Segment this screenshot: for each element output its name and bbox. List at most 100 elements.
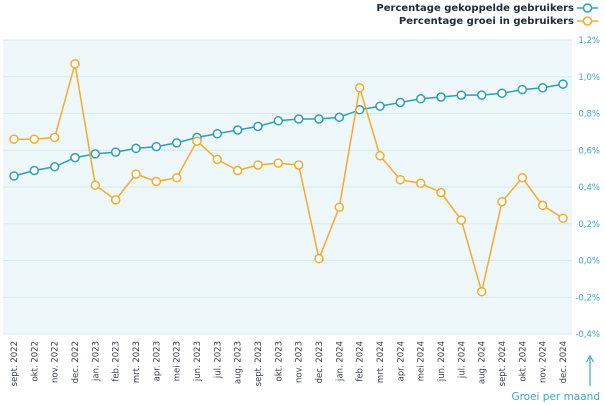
data-point xyxy=(476,90,487,100)
x-tick-label: nov. 2024 xyxy=(539,341,549,383)
x-tick-label: okt. 2022 xyxy=(30,341,40,382)
data-point xyxy=(415,178,426,189)
data-point xyxy=(49,132,60,143)
x-tick-label: jun. 2024 xyxy=(437,341,447,382)
x-tick-label: sept. 2023 xyxy=(254,341,264,386)
y-tick-label: 0,0% xyxy=(578,257,600,267)
legend-swatch-marker xyxy=(582,3,593,13)
data-point xyxy=(375,101,385,111)
y-tick-label: -0,2% xyxy=(575,293,600,303)
data-point xyxy=(517,173,528,183)
data-point xyxy=(273,116,284,126)
legend-label-growth: Percentage groei in gebruikers xyxy=(399,16,574,27)
data-point xyxy=(131,169,141,179)
y-tick-label: 0,6% xyxy=(578,146,600,156)
x-tick-label: feb. 2023 xyxy=(112,341,122,382)
data-point xyxy=(151,176,162,187)
data-point xyxy=(456,215,467,225)
data-point xyxy=(273,158,284,168)
data-point xyxy=(171,173,182,183)
data-point xyxy=(253,160,263,170)
series-line xyxy=(14,63,564,293)
x-tick-label: nov. 2023 xyxy=(295,341,305,383)
x-tick-label: jun. 2023 xyxy=(193,341,203,382)
data-point xyxy=(232,125,243,135)
y-axis-title: Groei per maand xyxy=(511,391,600,403)
y-tick-label: 1,0% xyxy=(578,73,600,83)
data-point xyxy=(395,97,406,108)
data-point xyxy=(232,165,243,176)
data-point xyxy=(29,165,40,176)
data-point xyxy=(90,180,101,190)
legend-item-connected-users: Percentage gekoppelde gebruikers xyxy=(376,3,598,14)
data-point xyxy=(497,196,507,207)
x-tick-label: dec. 2022 xyxy=(71,341,81,383)
data-point xyxy=(151,141,162,152)
legend-swatch-marker xyxy=(582,16,593,26)
x-tick-label: apr. 2023 xyxy=(152,341,162,381)
data-point xyxy=(212,154,223,165)
data-point xyxy=(293,114,304,124)
data-point xyxy=(9,171,19,181)
data-point xyxy=(131,143,141,154)
x-tick-label: mei 2023 xyxy=(173,341,183,381)
data-point xyxy=(171,138,182,148)
data-point xyxy=(293,160,304,170)
x-tick-label: mrt. 2024 xyxy=(376,341,386,383)
data-point xyxy=(537,83,548,93)
x-tick-label: mei 2024 xyxy=(417,341,427,381)
series-line xyxy=(13,83,564,177)
data-point xyxy=(395,174,406,185)
y-tick-label: 0,4% xyxy=(578,183,600,193)
legend: Percentage gekoppelde gebruikers Percent… xyxy=(376,3,598,27)
x-tick-label: jul. 2023 xyxy=(213,341,223,379)
series-0 xyxy=(9,79,568,181)
x-tick-label: feb. 2024 xyxy=(356,341,366,382)
data-point xyxy=(29,134,40,144)
y-tick-label: 0,8% xyxy=(578,110,600,120)
y-tick-label: 1,2% xyxy=(578,36,600,46)
data-point xyxy=(497,88,507,99)
x-tick-label: mrt. 2023 xyxy=(132,341,142,383)
y-tick-label: 0,2% xyxy=(578,220,600,230)
data-point xyxy=(314,114,324,124)
series xyxy=(9,59,568,297)
data-point xyxy=(70,152,80,163)
data-point xyxy=(436,187,446,198)
legend-label-connected-users: Percentage gekoppelde gebruikers xyxy=(376,3,574,14)
x-tick-label: jan. 2024 xyxy=(335,341,345,382)
x-tick-label: aug. 2024 xyxy=(478,341,488,384)
legend-item-growth: Percentage groei in gebruikers xyxy=(399,16,598,27)
data-point xyxy=(476,286,487,297)
x-axis-ticks: sept. 2022 okt. 2022 nov. 2022 dec. 2022 jan… xyxy=(10,341,569,386)
y-axis-ticks: 1,2% 1,0% 0,8% 0,6% 0,4% 0,2% 0,0% -0,2% -0,4% xyxy=(575,36,600,340)
x-tick-label: aug. 2023 xyxy=(234,341,244,384)
data-point xyxy=(49,162,60,172)
y-axis-arrow-icon xyxy=(585,354,595,386)
data-point xyxy=(334,202,345,212)
data-point xyxy=(456,90,467,100)
data-point xyxy=(415,94,426,104)
x-tick-label: apr. 2024 xyxy=(396,341,406,381)
x-tick-label: dec. 2024 xyxy=(559,341,569,383)
x-tick-label: okt. 2023 xyxy=(274,341,284,382)
x-tick-label: nov. 2022 xyxy=(51,341,61,383)
x-tick-label: okt. 2024 xyxy=(518,341,528,382)
data-point xyxy=(192,136,202,146)
data-point xyxy=(314,253,324,264)
x-tick-label: sept. 2022 xyxy=(10,341,20,386)
data-point xyxy=(110,195,121,205)
data-point xyxy=(9,134,19,144)
x-tick-label: sept. 2024 xyxy=(498,341,508,386)
x-tick-label: dec. 2023 xyxy=(315,341,325,383)
data-point xyxy=(517,84,528,95)
series-1 xyxy=(9,59,568,297)
data-point xyxy=(375,151,385,161)
data-point xyxy=(70,59,80,69)
data-point xyxy=(354,83,365,93)
x-tick-label: jul. 2024 xyxy=(457,341,467,379)
data-point xyxy=(253,121,263,132)
data-point xyxy=(212,128,223,139)
data-point xyxy=(334,112,345,122)
